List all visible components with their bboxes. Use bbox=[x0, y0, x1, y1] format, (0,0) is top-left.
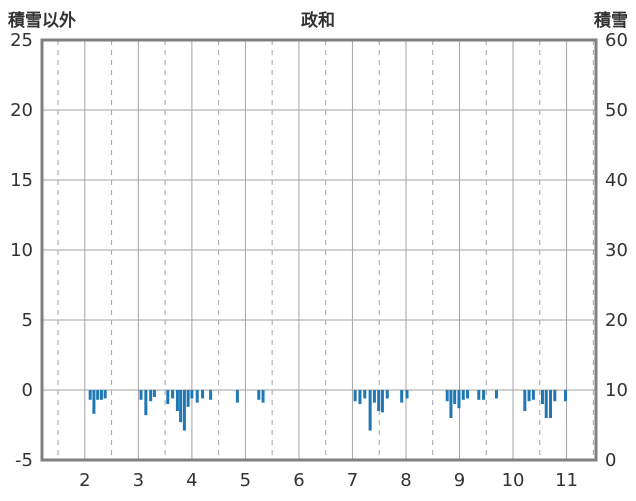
right-tick-label: 20 bbox=[605, 310, 628, 331]
left-axis-title: 積雪以外 bbox=[8, 11, 76, 31]
right-tick-label: 10 bbox=[605, 380, 628, 401]
bar bbox=[377, 390, 381, 411]
bar bbox=[195, 390, 199, 403]
left-tick-label: 5 bbox=[22, 310, 33, 331]
bar bbox=[235, 390, 239, 403]
bar bbox=[96, 390, 100, 400]
bar bbox=[99, 390, 103, 400]
x-tick-label: 5 bbox=[240, 470, 251, 491]
left-tick-label: 15 bbox=[10, 170, 33, 191]
left-tick-label: 20 bbox=[10, 100, 33, 121]
bar bbox=[400, 390, 404, 403]
bar bbox=[368, 390, 372, 431]
left-tick-label: 0 bbox=[22, 380, 33, 401]
right-tick-label: 40 bbox=[605, 170, 628, 191]
bar bbox=[405, 390, 409, 399]
right-tick-label: 50 bbox=[605, 100, 628, 121]
bar bbox=[257, 390, 261, 400]
x-tick-label: 10 bbox=[502, 470, 525, 491]
bar bbox=[182, 390, 186, 431]
bar bbox=[261, 390, 265, 403]
left-tick-label: 25 bbox=[10, 30, 33, 51]
bar bbox=[457, 390, 461, 409]
bar bbox=[380, 390, 384, 413]
bar bbox=[179, 390, 183, 423]
plot-frame bbox=[40, 38, 598, 462]
bar bbox=[152, 390, 156, 397]
bar bbox=[175, 390, 179, 411]
bar bbox=[88, 390, 92, 400]
x-tick-label: 11 bbox=[555, 470, 578, 491]
bar bbox=[461, 390, 465, 400]
bar bbox=[139, 390, 143, 400]
bar bbox=[166, 390, 170, 404]
left-tick-label: 10 bbox=[10, 240, 33, 261]
x-tick-label: 9 bbox=[454, 470, 465, 491]
bar bbox=[523, 390, 527, 411]
bar bbox=[171, 390, 175, 399]
chart-title: 政和 bbox=[301, 11, 335, 31]
bar bbox=[186, 390, 190, 407]
x-tick-label: 2 bbox=[79, 470, 90, 491]
bar bbox=[103, 390, 107, 399]
bar bbox=[482, 390, 486, 400]
bar bbox=[385, 390, 389, 399]
bar bbox=[563, 390, 567, 402]
bar bbox=[149, 390, 153, 402]
bar bbox=[209, 390, 213, 400]
bar bbox=[372, 390, 376, 403]
right-tick-label: 0 bbox=[605, 450, 616, 471]
right-tick-label: 60 bbox=[605, 30, 628, 51]
bar bbox=[190, 390, 194, 399]
bar bbox=[144, 390, 148, 416]
x-tick-label: 3 bbox=[133, 470, 144, 491]
x-tick-label: 4 bbox=[186, 470, 197, 491]
bar bbox=[494, 390, 498, 399]
right-tick-label: 30 bbox=[605, 240, 628, 261]
right-axis-title: 積雪 bbox=[594, 11, 628, 31]
bar bbox=[466, 390, 470, 399]
bar bbox=[477, 390, 481, 400]
bar bbox=[531, 390, 535, 400]
bar bbox=[449, 390, 453, 418]
bar bbox=[527, 390, 531, 402]
x-tick-label: 8 bbox=[400, 470, 411, 491]
bar bbox=[363, 390, 367, 399]
bar bbox=[201, 390, 205, 399]
bar bbox=[540, 390, 544, 404]
bar bbox=[358, 390, 362, 404]
bar bbox=[549, 390, 553, 418]
bar bbox=[445, 390, 449, 402]
bar bbox=[553, 390, 557, 402]
bar bbox=[353, 390, 357, 402]
left-tick-label: -5 bbox=[15, 450, 33, 471]
x-tick-label: 6 bbox=[293, 470, 304, 491]
bar bbox=[544, 390, 548, 418]
x-tick-label: 7 bbox=[347, 470, 358, 491]
bar bbox=[92, 390, 96, 414]
bar bbox=[453, 390, 457, 404]
